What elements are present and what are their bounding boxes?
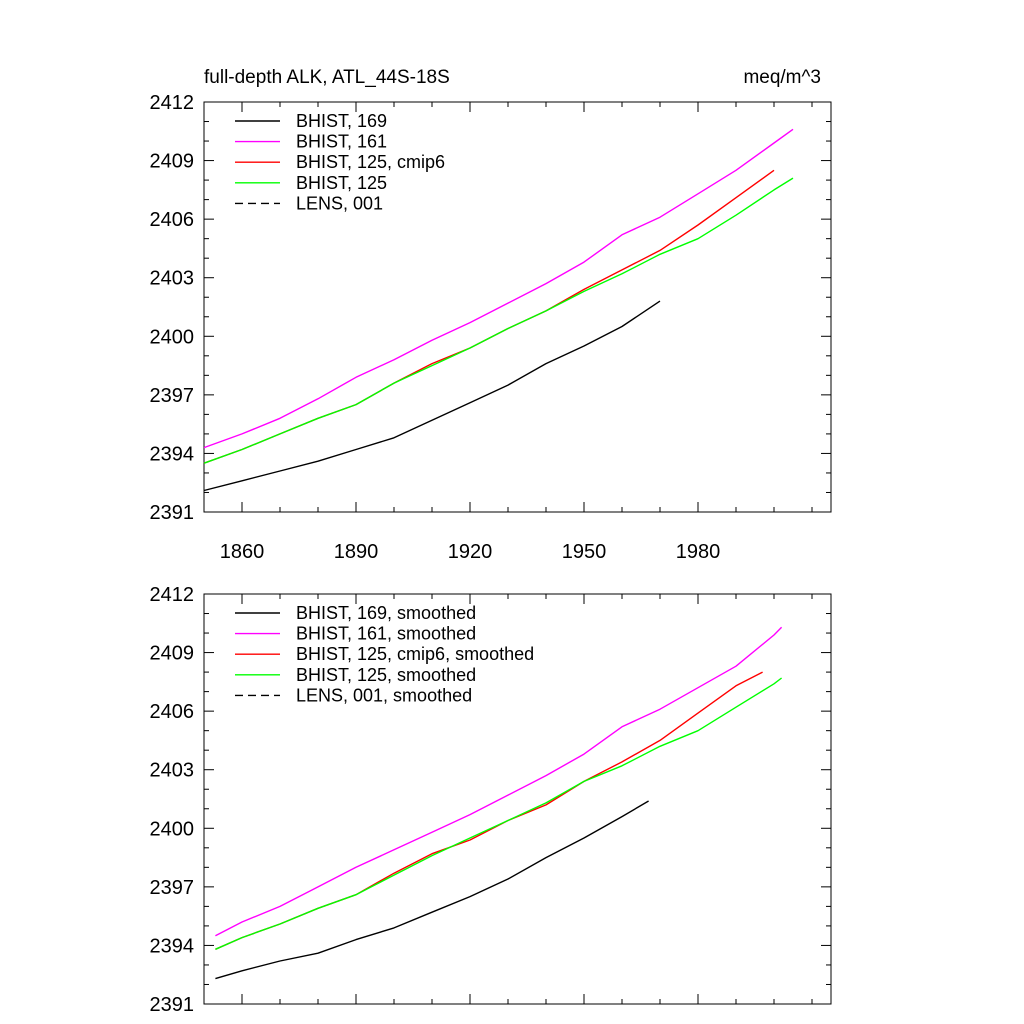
plot-frame: [203, 101, 832, 513]
series-line-0: [203, 300, 661, 492]
y-tick-label: 2394: [150, 443, 195, 465]
series-line-3: [215, 677, 783, 950]
y-tick-label: 2403: [150, 268, 195, 290]
y-tick-label: 2397: [150, 877, 195, 899]
y-tick-label: 2403: [150, 760, 195, 782]
x-tick-label: 1980: [676, 541, 721, 563]
y-tick-label: 2400: [150, 818, 195, 840]
legend-label: BHIST, 169, smoothed: [296, 603, 476, 623]
y-tick-label: 2409: [150, 643, 195, 665]
y-tick-label: 2391: [150, 994, 195, 1016]
top-panel: 2391 2394 2397 2400 2403 2406 2409 2412 1860 1890…: [150, 67, 832, 563]
legend-label: LENS, 001, smoothed: [296, 685, 472, 705]
series-line-2: [203, 169, 775, 464]
y-tick-label: 2391: [150, 502, 195, 524]
y-tick-label: 2400: [150, 326, 195, 348]
legend-label: LENS, 001: [296, 193, 383, 213]
legend-label: BHIST, 161: [296, 132, 387, 152]
legend-label: BHIST, 125, smoothed: [296, 665, 476, 685]
series-line-2: [215, 671, 763, 950]
y-tick-label: 2412: [150, 92, 195, 114]
y-tick-label: 2409: [150, 151, 195, 173]
bottom-panel: 2391 2394 2397 2400 2403 2406 2409 2412 BHIST, 1…: [150, 584, 832, 1016]
y-tick-label: 2397: [150, 385, 195, 407]
legend-label: BHIST, 125, cmip6, smoothed: [296, 644, 534, 664]
y-tick-label: 2406: [150, 701, 195, 723]
plot-frame: [203, 593, 832, 1005]
units-label: meq/m^3: [743, 67, 821, 88]
x-tick-label: 1920: [448, 541, 493, 563]
x-tick-label: 1950: [562, 541, 607, 563]
x-tick-label: 1860: [220, 541, 265, 563]
series-line-1: [203, 128, 794, 449]
series-line-0: [215, 800, 649, 980]
x-tick-label: 1890: [334, 541, 379, 563]
y-tick-label: 2412: [150, 584, 195, 606]
legend-label: BHIST, 161, smoothed: [296, 624, 476, 644]
series-line-3: [203, 177, 794, 464]
series-line-1: [215, 626, 783, 937]
y-tick-label: 2406: [150, 209, 195, 231]
legend-label: BHIST, 125, cmip6: [296, 152, 445, 172]
legend-label: BHIST, 169: [296, 111, 387, 131]
chart-title: full-depth ALK, ATL_44S-18S: [204, 67, 450, 88]
y-tick-label: 2394: [150, 935, 195, 957]
legend-label: BHIST, 125: [296, 173, 387, 193]
